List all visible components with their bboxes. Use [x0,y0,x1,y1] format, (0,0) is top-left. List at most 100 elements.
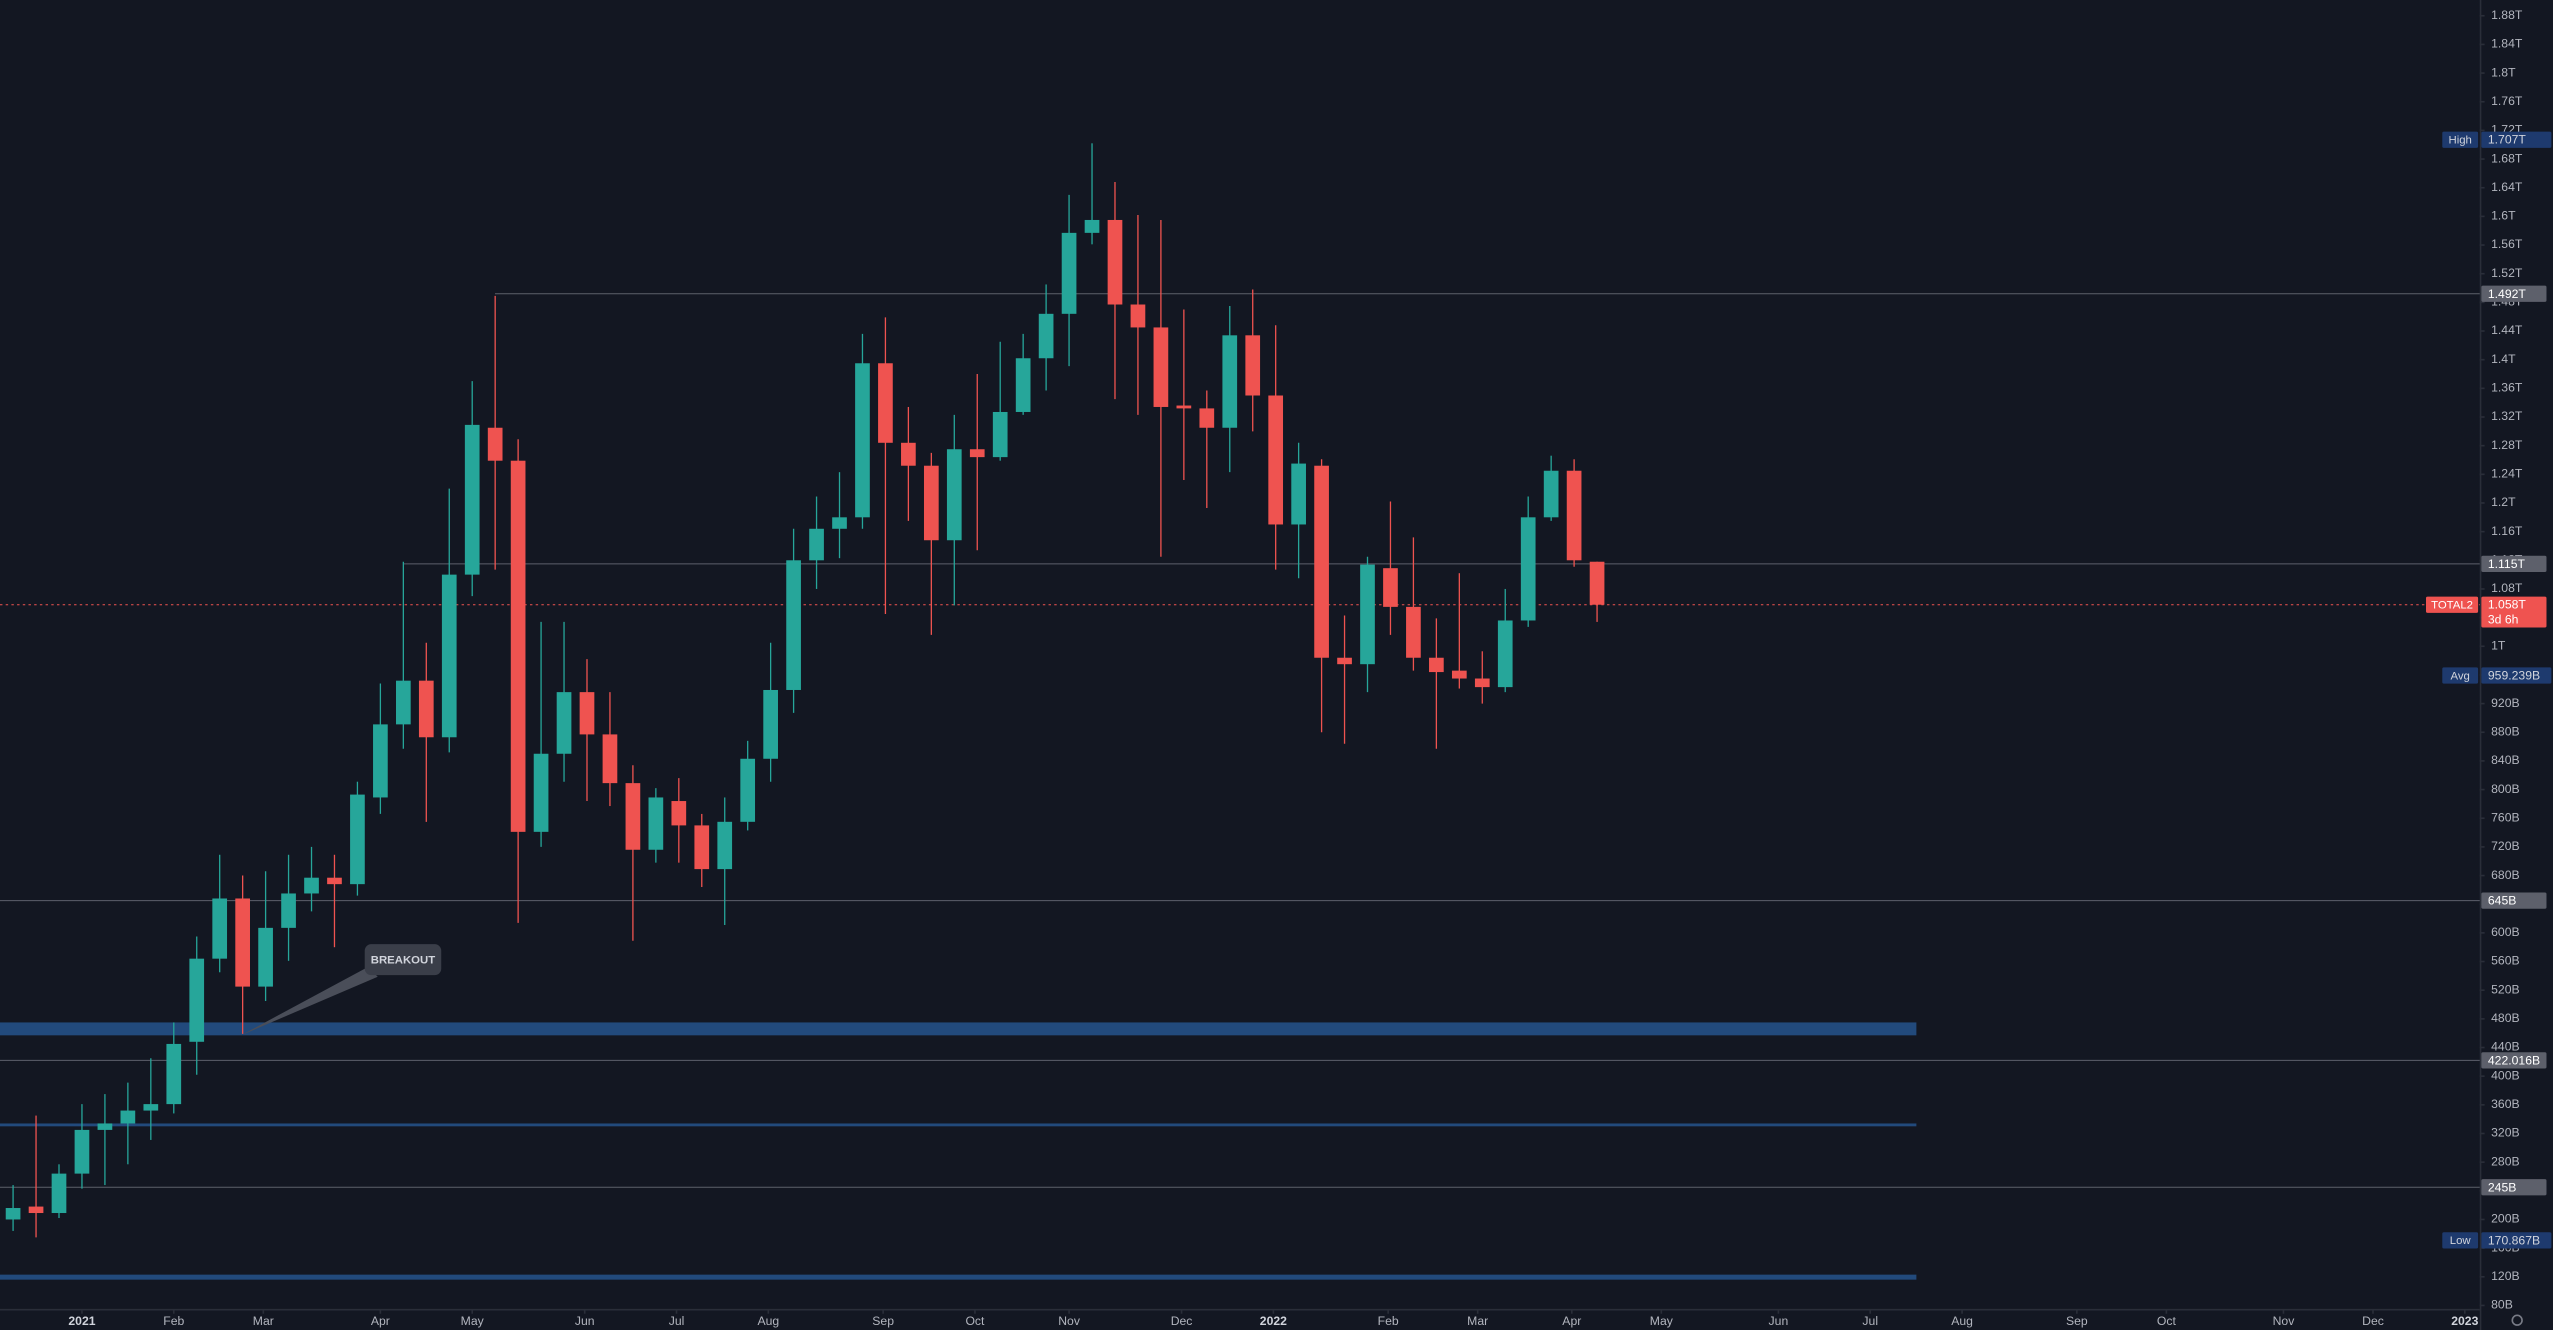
candle-body [694,825,710,870]
candle-body [1107,219,1123,305]
candle-body [1199,408,1215,428]
tag-badge [2442,1232,2479,1249]
y-tick-label: 1.52T [2491,266,2523,280]
x-tick-label: Dec [2362,1314,2384,1328]
candle-body [1130,304,1146,328]
y-tick-label: 520B [2491,982,2520,996]
candle-body [1153,327,1169,407]
candle-body [1406,606,1421,658]
candle-body [1314,465,1329,658]
y-tick-label: 320B [2491,1126,2520,1140]
callout-pointer [240,966,378,1036]
y-tick-label: 480B [2491,1011,2520,1025]
candle-body [143,1104,159,1111]
x-tick-label: Aug [757,1314,779,1328]
candle-body [1268,395,1284,525]
candle-body [602,734,618,784]
candle-body [1429,657,1444,673]
candle-body [304,877,319,894]
y-tick-label: 880B [2491,724,2520,738]
candle-body [579,692,595,735]
candle-body [533,753,549,832]
y-tick-label: 360B [2491,1097,2520,1111]
y-tick-label: 800B [2491,782,2520,796]
y-tick-label: 1.68T [2491,151,2523,165]
x-tick-label: Nov [1058,1314,1081,1328]
current-badge [2481,596,2547,628]
y-tick-label: 1T [2491,638,2506,652]
level-badge [2481,285,2547,302]
y-tick-label: 120B [2491,1269,2520,1283]
x-tick-label: Mar [253,1314,274,1328]
price-label: 959.239B [2488,669,2540,683]
x-tick-label: Jun [1769,1314,1789,1328]
y-tick-label: 720B [2491,839,2520,853]
candle-body [395,680,411,725]
candle-body [1084,219,1100,233]
x-tick-label: 2022 [1260,1314,1287,1328]
tag-name: High [2448,135,2471,147]
candle-body [120,1110,136,1124]
y-tick-label: 1.36T [2491,381,2523,395]
candle-body [418,680,434,738]
candle-body [671,801,687,826]
level-badge [2481,555,2547,573]
x-tick-label: Dec [1171,1314,1193,1328]
candle-body [28,1206,44,1214]
price-badge [2481,1232,2552,1249]
x-tick-label: May [1650,1314,1674,1328]
price-badges: 1.492T 1.115T 645B 422.016B 245B High 1.707T Av… [2426,131,2552,1249]
candle-body [1038,313,1054,359]
x-tick-label: Oct [965,1314,985,1328]
settings-icon[interactable] [2511,1314,2523,1326]
y-tick-label: 1.88T [2491,8,2523,22]
candle-body [1497,620,1513,688]
candle-body [832,517,847,529]
candle-body [327,877,342,885]
y-tick-label: 280B [2491,1154,2520,1168]
candle-body [166,1043,182,1105]
support-zone [0,1022,1917,1036]
y-tick-label: 1.32T [2491,409,2523,423]
candle-body [281,893,296,928]
price-badge [2481,131,2552,148]
x-tick-label: Aug [1951,1314,1973,1328]
x-tick-label: Jul [1862,1314,1878,1328]
level-label: 422.016B [2488,1053,2540,1067]
axes: 1.88T1.84T1.8T1.76T1.72T1.68T1.64T1.6T1.… [68,8,2523,1328]
candle-body [235,898,250,987]
y-tick-label: 1.08T [2491,581,2523,595]
current-label: 1.058T [2488,598,2527,612]
current-tag-badge [2426,596,2479,613]
y-tick-label: 80B [2491,1298,2513,1312]
candle-body [763,689,778,759]
x-tick-label: Sep [872,1314,894,1328]
callout-text: BREAKOUT [371,954,436,966]
level-badge [2481,892,2547,909]
candle-body [1061,232,1077,314]
candle-body [1015,358,1031,412]
y-tick-label: 600B [2491,925,2520,939]
candle-body [1360,564,1375,665]
candle-body [901,442,916,466]
candle-body [992,411,1008,458]
candle-body [1543,470,1559,518]
candle-body [464,424,480,575]
y-tick-label: 1.6T [2491,209,2516,223]
candle-body [556,692,572,754]
current-tag: TOTAL2 [2431,600,2473,612]
candle-body [510,460,526,832]
y-tick-label: 560B [2491,954,2520,968]
y-tick-label: 1.2T [2491,495,2516,509]
y-tick-label: 1.64T [2491,180,2523,194]
x-tick-label: 2021 [68,1314,95,1328]
candle-body [441,574,457,738]
candle-body [878,363,893,443]
candle-body [1474,678,1490,688]
tag-name: Low [2450,1235,2472,1247]
x-tick-label: Feb [163,1314,184,1328]
candle-body [373,724,388,798]
candle-body [809,528,824,561]
y-tick-label: 920B [2491,696,2520,710]
candle-body [51,1173,67,1214]
